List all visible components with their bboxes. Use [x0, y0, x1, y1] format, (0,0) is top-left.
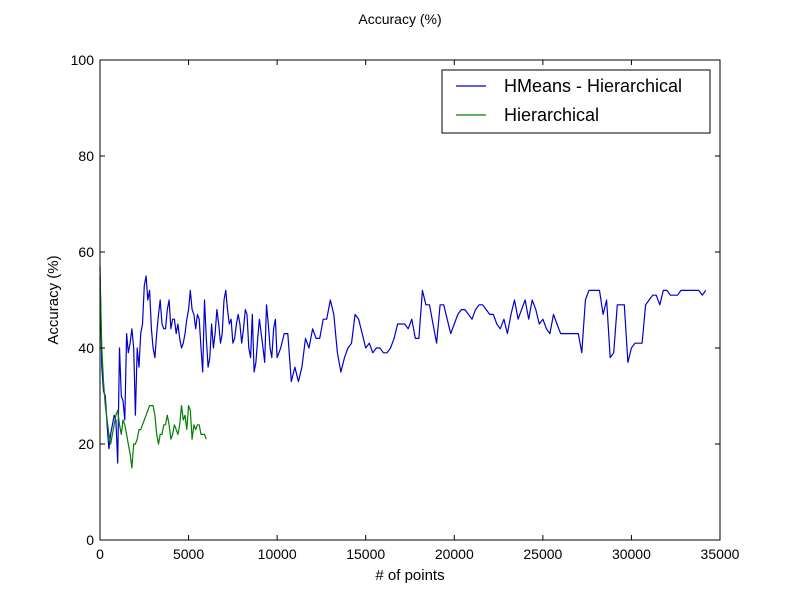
- plot-area: 0 5000 10000 15000 20000 25000 30000 35000 0 20 4…: [71, 52, 740, 562]
- x-tick-label: 5000: [173, 546, 204, 562]
- y-tick-label: 100: [71, 52, 95, 68]
- series-line-hierarchical: [99, 275, 207, 469]
- x-axis: 0 5000 10000 15000 20000 25000 30000 35000: [96, 60, 740, 562]
- y-tick-label: 0: [86, 532, 94, 548]
- x-axis-title: # of points: [375, 567, 444, 584]
- x-tick-label: 25000: [523, 546, 562, 562]
- y-axis: 0 20 40 60 80 100: [71, 52, 720, 548]
- y-tick-label: 20: [78, 436, 94, 452]
- y-tick-label: 60: [78, 244, 94, 260]
- series-layer: [99, 266, 707, 469]
- y-tick-label: 80: [78, 148, 94, 164]
- x-tick-label: 20000: [435, 546, 474, 562]
- x-tick-label: 30000: [612, 546, 651, 562]
- legend-box: [441, 69, 711, 134]
- legend-label-hierarchical: Hierarchical: [504, 105, 599, 125]
- legend-label-hmeans: HMeans - Hierarchical: [504, 76, 682, 96]
- x-tick-label: 0: [96, 546, 104, 562]
- x-tick-label: 10000: [258, 546, 297, 562]
- legend: HMeans - Hierarchical Hierarchical: [441, 69, 711, 134]
- y-tick-label: 40: [78, 340, 94, 356]
- series-line-hmeans-hierarchical: [99, 266, 707, 464]
- y-axis-title: Accuracy (%): [45, 255, 62, 344]
- x-tick-label: 35000: [701, 546, 740, 562]
- chart-title: Accuracy (%): [358, 11, 441, 27]
- plot-frame: [99, 59, 721, 541]
- x-tick-label: 15000: [346, 546, 385, 562]
